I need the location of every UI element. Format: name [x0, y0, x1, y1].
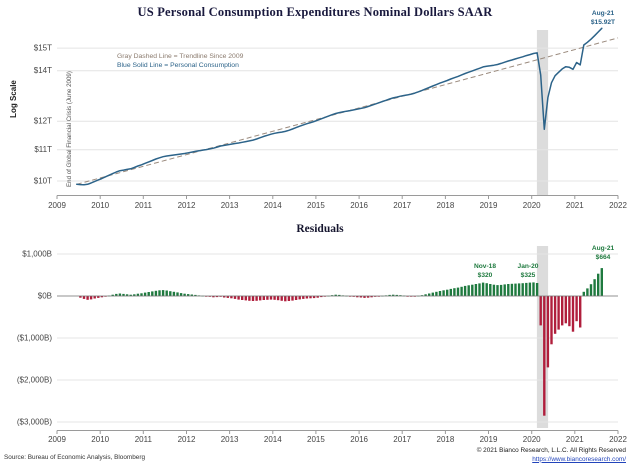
annotation-aug21-top: Aug-21 $15.92T — [577, 10, 629, 27]
annotation-nov18: Nov-18 $320 — [459, 263, 511, 280]
annotation-jan20-date: Jan-20 — [517, 263, 539, 270]
svg-text:$1,000B: $1,000B — [22, 250, 52, 259]
annotation-nov18-value: $320 — [477, 271, 493, 279]
source-note: Source: Bureau of Economic Analysis, Blo… — [4, 454, 146, 461]
svg-text:2015: 2015 — [307, 435, 325, 444]
svg-text:$12T: $12T — [34, 117, 52, 126]
svg-text:2017: 2017 — [393, 435, 411, 444]
annotation-nov18-date: Nov-18 — [474, 263, 496, 270]
svg-text:2021: 2021 — [566, 201, 584, 210]
svg-text:2013: 2013 — [221, 201, 239, 210]
svg-text:$10T: $10T — [34, 177, 52, 186]
gfc-annotation: End of Global Financial Crisis (June 200… — [66, 71, 73, 187]
svg-text:$15T: $15T — [34, 44, 52, 53]
svg-text:2018: 2018 — [437, 201, 455, 210]
residuals-title: Residuals — [296, 223, 344, 235]
copyright-text: © 2021 Bianco Research, L.L.C. All Right… — [476, 447, 626, 454]
svg-text:2014: 2014 — [264, 201, 282, 210]
svg-text:2021: 2021 — [566, 435, 584, 444]
annotation-aug21-bottom-date: Aug-21 — [591, 245, 615, 252]
annotation-aug21-bottom: Aug-21 $664 — [577, 245, 629, 262]
bianco-research-link[interactable]: https://www.biancoresearch.com/ — [532, 455, 626, 463]
annotation-aug21-top-value: $15.92T — [590, 18, 616, 26]
svg-text:2012: 2012 — [178, 435, 196, 444]
svg-text:($3,000B): ($3,000B) — [17, 418, 52, 427]
svg-text:2011: 2011 — [135, 435, 153, 444]
legend-consumption-label: Blue Solid Line = Personal Consumption — [117, 62, 239, 69]
svg-text:2019: 2019 — [480, 201, 498, 210]
log-scale-axis-label: Log Scale — [9, 80, 18, 118]
svg-text:2018: 2018 — [437, 435, 455, 444]
annotation-jan20-value: $325 — [520, 271, 536, 279]
svg-text:2013: 2013 — [221, 435, 239, 444]
svg-text:$14T: $14T — [34, 66, 52, 75]
svg-text:($2,000B): ($2,000B) — [17, 376, 52, 385]
svg-text:2019: 2019 — [480, 435, 498, 444]
annotation-jan20: Jan-20 $325 — [502, 263, 554, 280]
svg-text:($1,000B): ($1,000B) — [17, 334, 52, 343]
svg-text:$11T: $11T — [34, 145, 52, 154]
svg-text:2010: 2010 — [91, 201, 109, 210]
svg-text:2009: 2009 — [48, 201, 66, 210]
svg-text:2022: 2022 — [609, 201, 627, 210]
annotation-aug21-top-date: Aug-21 — [591, 10, 615, 17]
legend: Gray Dashed Line = Trendline Since 2009 … — [117, 52, 243, 70]
svg-text:$0B: $0B — [38, 292, 52, 301]
chart-title: US Personal Consumption Expenditures Nom… — [137, 5, 493, 19]
svg-text:2010: 2010 — [91, 435, 109, 444]
svg-text:2012: 2012 — [178, 201, 196, 210]
legend-trendline-label: Gray Dashed Line = Trendline Since 2009 — [117, 53, 244, 60]
svg-text:2009: 2009 — [48, 435, 66, 444]
svg-text:2017: 2017 — [393, 201, 411, 210]
svg-text:2020: 2020 — [523, 201, 541, 210]
svg-text:2016: 2016 — [350, 435, 368, 444]
svg-text:2020: 2020 — [523, 435, 541, 444]
svg-text:2016: 2016 — [350, 201, 368, 210]
svg-text:2015: 2015 — [307, 201, 325, 210]
svg-text:2011: 2011 — [135, 201, 153, 210]
svg-text:2022: 2022 — [609, 435, 627, 444]
svg-text:2014: 2014 — [264, 435, 282, 444]
copyright-block: © 2021 Bianco Research, L.L.C. All Right… — [477, 447, 626, 464]
annotation-aug21-bottom-value: $664 — [595, 253, 611, 261]
